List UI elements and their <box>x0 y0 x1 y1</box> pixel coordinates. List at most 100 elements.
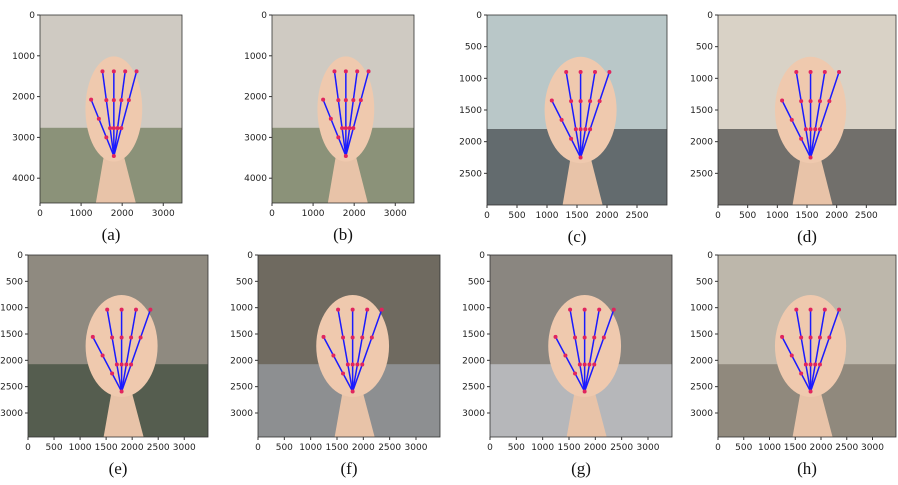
keypoint <box>355 362 359 366</box>
x-tick-label: 1000 <box>69 443 92 453</box>
y-tick-label: 3000 <box>462 409 485 419</box>
keypoint <box>124 362 128 366</box>
keypoint <box>341 371 345 375</box>
keypoint <box>790 118 794 122</box>
x-tick-label: 500 <box>45 443 62 453</box>
y-tick-label: 2500 <box>230 383 253 393</box>
x-tick-label: 500 <box>276 443 293 453</box>
x-tick-label: 1000 <box>302 209 325 219</box>
keypoint <box>607 70 611 74</box>
keypoint <box>809 156 813 160</box>
keypoint <box>827 335 831 339</box>
keypoint <box>329 117 333 121</box>
x-tick-label: 500 <box>508 211 525 221</box>
x-tick-label: 3000 <box>861 443 884 453</box>
keypoint <box>809 335 813 339</box>
x-tick-label: 0 <box>715 443 721 453</box>
keypoint <box>119 126 123 130</box>
x-tick-label: 1500 <box>326 443 349 453</box>
keypoint <box>550 99 554 103</box>
keypoint <box>564 70 568 74</box>
keypoint <box>108 126 112 130</box>
keypoint <box>587 362 591 366</box>
y-tick-label: 3000 <box>12 133 35 143</box>
y-tick-label: 500 <box>696 277 713 287</box>
keypoint <box>120 335 124 339</box>
keypoint <box>790 353 794 357</box>
figure: 010002000300001000200030004000(a)0100020… <box>0 0 898 485</box>
keypoint <box>794 70 798 74</box>
keypoint <box>119 98 123 102</box>
keypoint <box>127 98 131 102</box>
x-tick-label: 0 <box>37 209 43 219</box>
keypoint <box>321 98 325 102</box>
keypoint <box>348 126 352 130</box>
keypoint <box>579 127 583 131</box>
keypoint <box>592 335 596 339</box>
x-tick-label: 1000 <box>536 211 559 221</box>
keypoint <box>123 69 127 73</box>
y-tick-label: 1500 <box>459 106 482 116</box>
x-tick-label: 1000 <box>766 211 789 221</box>
y-tick-label: 500 <box>468 277 485 287</box>
x-tick-label: 3000 <box>384 209 407 219</box>
panel-label: (e) <box>109 459 128 478</box>
x-tick-label: 2500 <box>147 443 170 453</box>
y-tick-label: 2000 <box>690 356 713 366</box>
keypoint <box>597 308 601 312</box>
y-tick-label: 1500 <box>230 330 253 340</box>
keypoint <box>332 69 336 73</box>
keypoint <box>583 127 587 131</box>
keypoint <box>579 70 583 74</box>
keypoint <box>593 70 597 74</box>
panel: 0500100015002000250030000500100015002000… <box>230 251 440 478</box>
keypoint <box>818 335 822 339</box>
x-tick-label: 1000 <box>758 443 781 453</box>
x-tick-label: 3000 <box>405 443 428 453</box>
x-tick-label: 2000 <box>111 209 134 219</box>
y-tick-label: 1500 <box>462 330 485 340</box>
y-tick-label: 500 <box>6 277 23 287</box>
keypoint <box>818 127 822 131</box>
keypoint <box>360 335 364 339</box>
keypoint <box>97 117 101 121</box>
keypoint <box>579 99 583 103</box>
keypoint <box>612 308 616 312</box>
keypoint <box>809 99 813 103</box>
y-tick-label: 2000 <box>0 356 23 366</box>
keypoint <box>799 335 803 339</box>
keypoint <box>818 362 822 366</box>
x-tick-label: 2500 <box>610 443 633 453</box>
keypoint <box>134 308 138 312</box>
keypoint <box>598 99 602 103</box>
keypoint <box>574 127 578 131</box>
keypoint <box>560 118 564 122</box>
keypoint <box>588 127 592 131</box>
keypoint <box>104 98 108 102</box>
keypoint <box>336 98 340 102</box>
y-tick-label: 0 <box>707 11 713 21</box>
y-tick-label: 1000 <box>690 74 713 84</box>
keypoint <box>602 335 606 339</box>
y-tick-label: 0 <box>479 251 485 261</box>
keypoint <box>322 335 326 339</box>
keypoint <box>809 70 813 74</box>
keypoint <box>823 308 827 312</box>
keypoint <box>105 308 109 312</box>
x-tick-label: 1500 <box>784 443 807 453</box>
panel: 0500100015002000250030000500100015002000… <box>690 251 896 478</box>
y-tick-label: 1000 <box>230 304 253 314</box>
x-tick-label: 0 <box>487 443 493 453</box>
keypoint <box>579 156 583 160</box>
y-tick-label: 2500 <box>690 169 713 179</box>
y-tick-label: 0 <box>247 251 253 261</box>
y-tick-label: 2500 <box>462 383 485 393</box>
keypoint <box>344 98 348 102</box>
keypoint <box>809 127 813 131</box>
keypoint <box>355 69 359 73</box>
keypoint <box>583 390 587 394</box>
y-tick-label: 0 <box>17 251 23 261</box>
keypoint <box>351 335 355 339</box>
